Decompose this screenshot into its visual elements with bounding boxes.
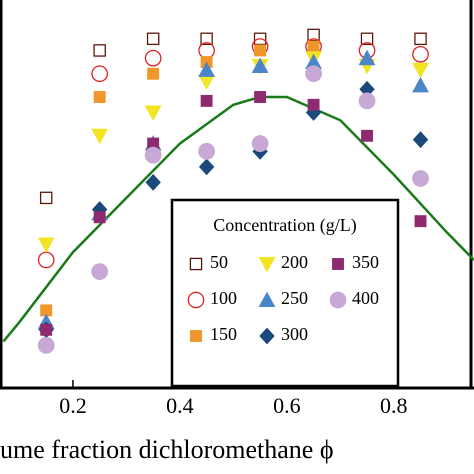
marker: [258, 291, 276, 307]
marker: [93, 211, 106, 224]
marker: [412, 76, 429, 93]
marker: [93, 44, 106, 57]
marker: [254, 91, 267, 103]
marker: [187, 291, 205, 309]
marker: [147, 137, 160, 150]
x-axis-label: ume fraction dichloromethane ϕ: [0, 435, 334, 464]
marker: [198, 74, 216, 90]
marker: [37, 251, 55, 269]
marker: [37, 336, 55, 354]
marker: [414, 215, 427, 228]
marker: [412, 131, 429, 149]
x-tick-label: 0.4: [166, 393, 194, 418]
legend-label: 200: [281, 252, 308, 272]
x-tick-label: 0.8: [380, 393, 408, 418]
marker: [258, 257, 276, 273]
marker: [190, 330, 202, 342]
marker: [91, 65, 109, 83]
marker: [93, 91, 106, 103]
legend-label: 400: [352, 288, 379, 308]
marker: [189, 257, 203, 271]
legend-label: 150: [210, 324, 237, 344]
marker: [305, 65, 322, 83]
marker: [412, 170, 429, 187]
marker: [360, 32, 374, 46]
marker: [91, 263, 109, 280]
marker: [329, 291, 347, 309]
marker: [37, 237, 55, 253]
marker: [307, 40, 320, 53]
marker: [198, 61, 216, 77]
marker: [147, 67, 160, 80]
legend-label: 350: [352, 252, 379, 272]
marker: [40, 304, 53, 317]
marker: [358, 49, 376, 66]
marker: [254, 44, 267, 57]
marker: [198, 142, 216, 160]
marker: [412, 45, 429, 63]
marker: [307, 98, 320, 111]
marker: [332, 258, 344, 270]
marker: [39, 191, 53, 205]
marker: [200, 32, 213, 46]
marker: [198, 158, 215, 176]
marker: [259, 327, 275, 345]
marker: [253, 32, 267, 46]
marker: [144, 105, 162, 121]
x-tick-label: 0.2: [59, 393, 87, 418]
legend-label: 100: [210, 288, 237, 308]
marker: [91, 128, 109, 145]
marker: [251, 135, 269, 152]
marker: [361, 129, 374, 142]
marker: [414, 32, 427, 46]
marker: [40, 323, 53, 336]
legend-box: [170, 198, 400, 388]
fit-curve: [2, 95, 474, 343]
marker: [358, 92, 376, 110]
marker: [412, 62, 429, 79]
marker: [144, 146, 162, 164]
marker: [144, 49, 162, 67]
marker: [305, 53, 322, 70]
marker: [146, 32, 160, 46]
legend-label: 50: [210, 252, 228, 272]
marker: [200, 94, 213, 107]
marker: [307, 28, 320, 42]
legend-label: 250: [281, 288, 308, 308]
marker: [145, 173, 161, 191]
legend-title: Concentration (g/L): [213, 215, 356, 236]
marker: [251, 57, 269, 73]
x-tick-label: 0.6: [273, 393, 301, 418]
legend-label: 300: [281, 324, 308, 344]
